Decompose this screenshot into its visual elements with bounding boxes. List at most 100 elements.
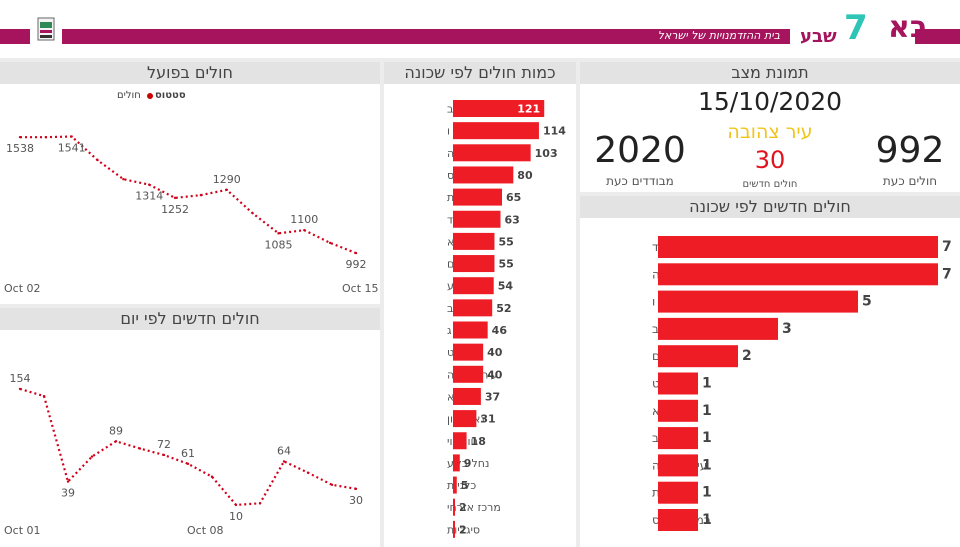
emblem-icon [36, 16, 56, 42]
active-x-start: Oct 02 [4, 282, 41, 295]
new-neighborhood-panel: חולים חדשים לפי שכונה ד7ה7ו5ב3נווה מנחם2… [580, 196, 960, 547]
by_neighborhood-value-label: 40 [487, 368, 503, 381]
by_neighborhood-value-label: 121 [517, 103, 540, 116]
daily-point [138, 447, 142, 450]
daily-data-label: 64 [277, 444, 291, 457]
daily-point [114, 440, 118, 443]
active-series-line [20, 135, 357, 255]
by_neighborhood-category-label: ב [447, 302, 453, 315]
header-tagline: בית ההזדמנויות של ישראל [657, 29, 780, 42]
new_by_neighborhood-category-label: ב [652, 322, 659, 336]
daily-data-label: 72 [157, 438, 171, 451]
header-stripe-left [0, 29, 30, 44]
active-data-label: 992 [346, 258, 367, 271]
active-patients-title: חולים בפועל [0, 62, 380, 84]
new_by_neighborhood-value-label: 3 [782, 321, 792, 337]
isolated-count: 2020 [594, 130, 686, 171]
by_neighborhood-category-label: ה [447, 147, 454, 160]
daily-point [66, 480, 70, 483]
active-point [148, 183, 151, 186]
neighborhood-bar-chart: נווה זאב121ו114ה103רמות הרכס80רמות65ד63י… [447, 100, 566, 538]
daily-new-panel: חולים חדשים לפי יום 154 39 89 72 61 10 64 30 Oc… [0, 308, 380, 547]
new_by_neighborhood-value-label: 1 [702, 512, 712, 528]
active-x-end: Oct 15 [342, 282, 379, 295]
new-neighborhood-title: חולים חדשים לפי שכונה [580, 196, 960, 218]
new_by_neighborhood-category-label: יא [652, 404, 663, 418]
active-point [328, 241, 332, 245]
by_neighborhood-value-label: 9 [464, 457, 472, 470]
active-point [303, 228, 306, 232]
header-bar: בית ההזדמנויות של ישראל שבע 7 בא [0, 0, 960, 58]
by_neighborhood-value-label: 5 [461, 479, 469, 492]
by_neighborhood-category-label: מרכז אזרחי [447, 501, 501, 514]
by_neighborhood-bar [453, 188, 502, 206]
by_neighborhood-bar [453, 255, 495, 273]
by_neighborhood-bar [453, 343, 484, 361]
by_neighborhood-bar [453, 232, 495, 250]
active-point [199, 193, 203, 197]
by_neighborhood-category-label: יא [447, 235, 457, 248]
by_neighborhood-category-label: סיגליות [447, 523, 480, 536]
new_by_neighborhood-value-label: 1 [702, 376, 712, 392]
active-point [225, 188, 228, 192]
daily-point [282, 460, 286, 463]
new_by_neighborhood-bar [658, 236, 938, 258]
header-stripe-right [62, 29, 790, 44]
by_neighborhood-value-label: 2 [459, 501, 467, 514]
new_by_neighborhood-bar [658, 427, 698, 450]
active-data-label: 1538 [6, 142, 34, 155]
daily-point [210, 475, 214, 478]
new_by_neighborhood-category-label: ו [652, 295, 655, 309]
active-patients-panel: חולים בפועל סטטוס חולים 1538 1541 1314 1252… [0, 62, 380, 304]
daily-line-chart: 154 39 89 72 61 10 64 30 [10, 372, 364, 523]
daily-x-mid: Oct 08 [187, 524, 224, 537]
by_neighborhood-bar [453, 299, 493, 317]
daily-point [162, 453, 166, 457]
active-data-label: 1541 [58, 142, 86, 155]
active-data-label: 1100 [290, 213, 318, 226]
daily-point [90, 455, 94, 458]
brand-sub: שבע [800, 26, 837, 47]
by_neighborhood-value-label: 37 [485, 390, 500, 403]
legend-title: סטטוס [155, 90, 186, 101]
by_neighborhood-value-label: 2 [459, 523, 467, 536]
by_neighborhood-value-label: 31 [480, 413, 495, 426]
new_by_neighborhood-value-label: 7 [942, 266, 952, 282]
active-point [44, 135, 48, 139]
new_by_neighborhood-value-label: 1 [702, 457, 712, 473]
new_by_neighborhood-bar [658, 399, 698, 422]
active-point [277, 232, 280, 235]
active-point [96, 158, 99, 162]
patients-label: חולים כעת [882, 174, 938, 188]
active-data-label: 1252 [161, 203, 189, 216]
legend-item: חולים [117, 90, 141, 101]
active-data-label: 1290 [213, 173, 241, 186]
by_neighborhood-value-label: 103 [535, 147, 558, 160]
patients-count: 992 [875, 130, 945, 171]
by_neighborhood-value-label: 18 [471, 435, 486, 448]
new_by_neighborhood-category-label: ה [652, 267, 660, 281]
by_neighborhood-value-label: 40 [487, 346, 503, 359]
by_neighborhood-bar [453, 210, 501, 228]
new_by_neighborhood-value-label: 7 [942, 239, 952, 255]
neighborhood-panel: כמות חולים לפי שכונה נווה זאב121ו114ה103… [384, 62, 576, 547]
new_by_neighborhood-value-label: 1 [702, 485, 712, 501]
new_by_neighborhood-bar [658, 509, 698, 531]
daily-data-label: 61 [181, 447, 195, 460]
active-point [354, 251, 358, 255]
new-count: 30 [754, 146, 786, 174]
by_neighborhood-value-label: 55 [498, 235, 513, 248]
snapshot-date: 15/10/2020 [697, 87, 843, 116]
new_by_neighborhood-category-label: ד [652, 240, 659, 254]
by_neighborhood-bar [453, 520, 455, 538]
by_neighborhood-category-label: א [447, 390, 454, 403]
daily-point [330, 483, 334, 486]
by_neighborhood-category-label: ו [447, 125, 450, 138]
active-point [18, 135, 22, 139]
daily-point [258, 502, 262, 505]
snapshot-status: עיר צהובה [727, 121, 813, 143]
by_neighborhood-value-label: 80 [517, 169, 533, 182]
by_neighborhood-bar [453, 122, 539, 140]
by_neighborhood-bar [453, 277, 494, 295]
active-point [173, 196, 177, 200]
